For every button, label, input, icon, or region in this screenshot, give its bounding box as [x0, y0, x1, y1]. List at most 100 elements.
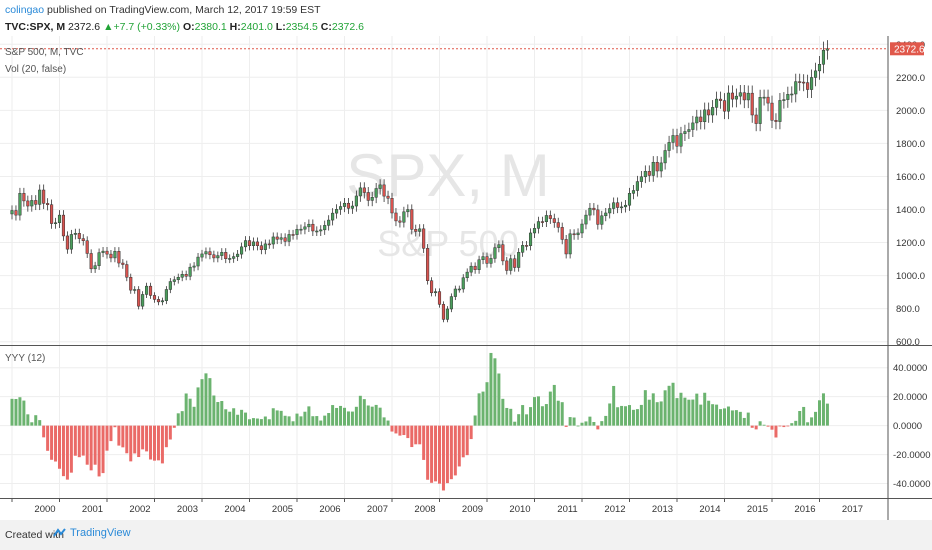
yyy-bar[interactable] [667, 385, 671, 426]
yyy-bar[interactable] [287, 416, 291, 426]
yyy-bar[interactable] [671, 382, 675, 426]
candle[interactable] [532, 223, 537, 238]
yyy-bar[interactable] [331, 405, 335, 426]
yyy-bar[interactable] [572, 417, 576, 426]
candle[interactable] [378, 179, 382, 195]
candle[interactable] [267, 239, 271, 249]
yyy-bar[interactable] [200, 379, 204, 426]
yyy-bar[interactable] [643, 390, 647, 426]
candle[interactable] [770, 95, 774, 128]
yyy-bar[interactable] [418, 425, 422, 445]
yyy-bar[interactable] [548, 391, 552, 426]
yyy-bar[interactable] [291, 421, 295, 426]
candle[interactable] [152, 292, 157, 303]
candle[interactable] [813, 62, 818, 87]
yyy-bar[interactable] [422, 425, 426, 460]
candle[interactable] [786, 86, 790, 108]
candle[interactable] [675, 128, 679, 154]
candle[interactable] [667, 135, 671, 158]
candle[interactable] [810, 69, 814, 98]
yyy-bar[interactable] [382, 417, 386, 426]
candle[interactable] [616, 197, 620, 214]
yyy-bar[interactable] [101, 425, 105, 474]
yyy-bar[interactable] [196, 387, 200, 426]
candle[interactable] [287, 229, 291, 247]
candle[interactable] [414, 224, 418, 237]
yyy-bar[interactable] [343, 407, 346, 426]
yyy-bar[interactable] [821, 393, 825, 426]
yyy-bar[interactable] [42, 425, 46, 438]
author-link[interactable]: colingao [5, 4, 45, 16]
yyy-bar[interactable] [394, 425, 398, 434]
candle[interactable] [42, 184, 46, 210]
candle[interactable] [513, 254, 517, 272]
yyy-bar[interactable] [113, 425, 117, 428]
yyy-bar[interactable] [339, 405, 343, 426]
yyy-bar[interactable] [723, 408, 726, 426]
yyy-bar[interactable] [497, 373, 501, 426]
candle[interactable] [53, 217, 58, 229]
candle[interactable] [782, 92, 786, 109]
candle[interactable] [501, 240, 505, 266]
yyy-bar[interactable] [746, 412, 750, 426]
candle[interactable] [691, 115, 695, 137]
candle[interactable] [758, 89, 762, 132]
yyy-bar[interactable] [715, 404, 719, 426]
yyy-bar[interactable] [105, 425, 109, 451]
main-series-title[interactable]: S&P 500, M, TVC [5, 47, 84, 58]
yyy-bar[interactable] [778, 425, 782, 427]
yyy-bar[interactable] [323, 415, 327, 426]
yyy-bar[interactable] [825, 403, 829, 426]
candle[interactable] [469, 262, 473, 277]
yyy-bar[interactable] [30, 422, 34, 426]
yyy-bar[interactable] [798, 410, 802, 426]
candle[interactable] [639, 170, 643, 188]
yyy-bar[interactable] [560, 402, 564, 426]
candle[interactable] [608, 203, 612, 219]
candle[interactable] [627, 187, 632, 211]
yyy-bar[interactable] [168, 425, 172, 440]
candle[interactable] [623, 200, 628, 213]
candle[interactable] [489, 254, 493, 268]
yyy-bar[interactable] [580, 422, 584, 426]
yyy-bar[interactable] [251, 418, 255, 426]
yyy-bar[interactable] [299, 416, 303, 426]
yyy-legend[interactable]: YYY (12) [5, 353, 45, 364]
candle[interactable] [307, 219, 311, 232]
candle[interactable] [390, 192, 394, 219]
candle[interactable] [410, 204, 414, 235]
yyy-bar[interactable] [184, 393, 188, 426]
candle[interactable] [798, 73, 802, 91]
yyy-bar[interactable] [327, 413, 331, 426]
yyy-bar[interactable] [683, 397, 687, 426]
yyy-bar[interactable] [216, 402, 220, 426]
candle[interactable] [259, 241, 263, 255]
yyy-bar[interactable] [149, 425, 153, 460]
yyy-bar[interactable] [117, 425, 121, 446]
yyy-bar[interactable] [121, 425, 125, 448]
candle[interactable] [552, 213, 556, 228]
candle[interactable] [687, 122, 691, 139]
candle[interactable] [707, 102, 711, 123]
candle[interactable] [109, 250, 113, 263]
candle[interactable] [156, 296, 161, 306]
yyy-bar[interactable] [248, 419, 251, 426]
yyy-bar[interactable] [137, 425, 141, 458]
yyy-bar[interactable] [73, 425, 77, 456]
yyy-bar[interactable] [818, 400, 821, 426]
candle[interactable] [774, 113, 778, 130]
yyy-bar[interactable] [232, 408, 236, 426]
candle[interactable] [584, 210, 588, 230]
yyy-bar[interactable] [730, 410, 734, 426]
candle[interactable] [184, 270, 188, 281]
candle[interactable] [485, 252, 489, 268]
yyy-bar[interactable] [814, 411, 818, 426]
yyy-bar[interactable] [525, 414, 529, 426]
candle[interactable] [311, 219, 315, 237]
yyy-bar[interactable] [616, 407, 620, 426]
candle[interactable] [715, 91, 719, 116]
yyy-bar[interactable] [588, 416, 592, 426]
candle[interactable] [331, 208, 335, 226]
candle[interactable] [93, 261, 97, 273]
candle[interactable] [38, 184, 42, 211]
